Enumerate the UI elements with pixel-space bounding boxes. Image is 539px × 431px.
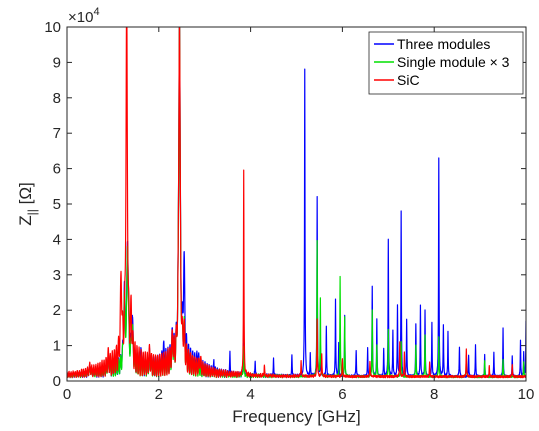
y-tick-label: 2 [53, 302, 61, 319]
y-tick-label: 3 [53, 267, 61, 284]
y-tick-label: 6 [53, 161, 61, 178]
x-tick-label: 4 [246, 386, 254, 403]
legend-label-single-module: Single module × 3 [397, 54, 510, 70]
y-tick-label: 1 [53, 338, 61, 355]
y-tick-label: 9 [53, 54, 61, 71]
y-tick-label: 0 [53, 373, 61, 390]
x-tick-label: 10 [518, 386, 535, 403]
y-tick-label: 8 [53, 90, 61, 107]
legend-label-three-modules: Three modules [397, 36, 490, 52]
y-exponent-label: ×104 [68, 6, 100, 26]
x-tick-label: 0 [63, 386, 71, 403]
y-tick-label: 10 [44, 19, 61, 36]
y-tick-label: 5 [53, 196, 61, 213]
y-tick-label: 7 [53, 125, 61, 142]
y-axis-label: Z|| [Ω] [16, 182, 39, 226]
series-line-sic [67, 27, 526, 379]
series-layer [67, 27, 526, 379]
legend: Three modules Single module × 3 SiC [368, 31, 524, 95]
x-tick-label: 2 [155, 386, 163, 403]
x-tick-label: 6 [338, 386, 346, 403]
legend-box [368, 31, 524, 95]
x-tick-label: 8 [430, 386, 438, 403]
tick-layer: 0 2 4 6 8 10 0 1 2 3 4 5 6 7 8 9 10 [44, 19, 534, 403]
legend-label-sic: SiC [397, 72, 420, 88]
y-tick-label: 4 [53, 231, 61, 248]
x-axis-label: Frequency [GHz] [232, 407, 361, 426]
